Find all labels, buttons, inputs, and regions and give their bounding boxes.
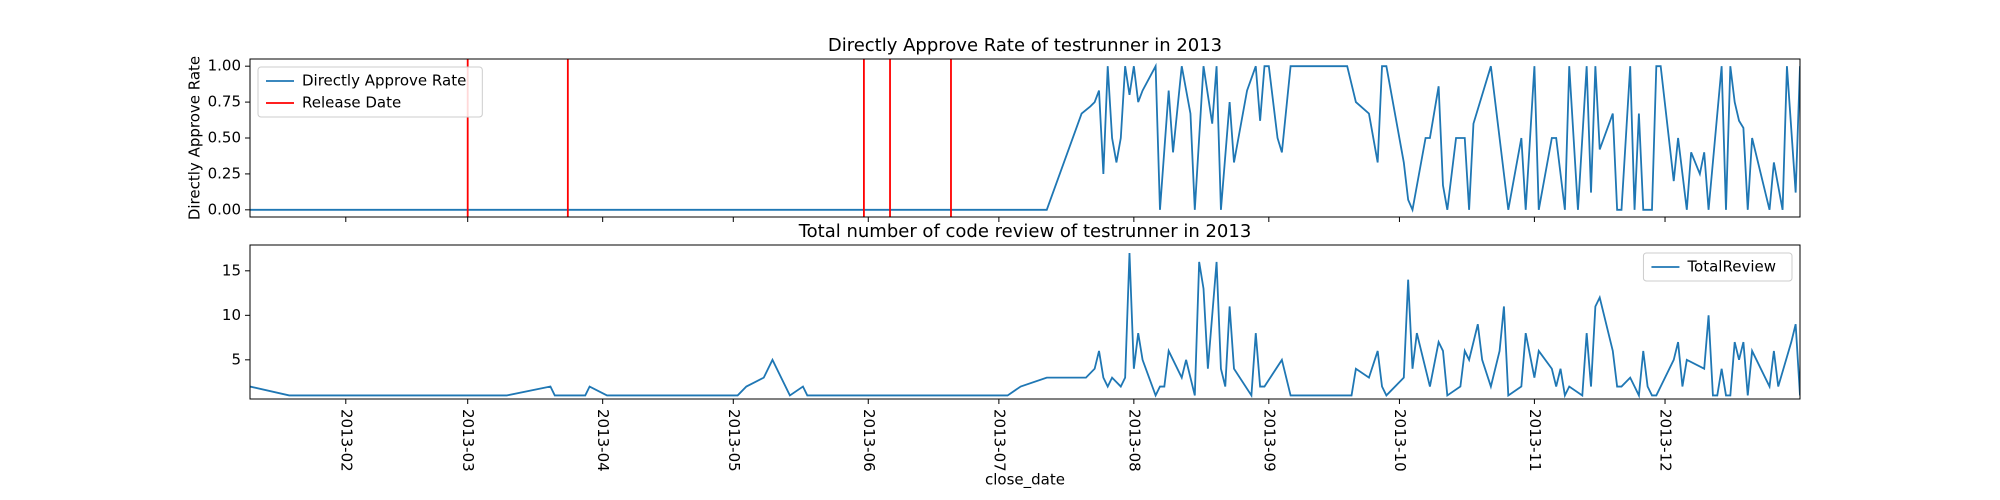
legend-label: Directly Approve Rate [302,72,466,90]
y-tick-label: 1.00 [208,57,241,75]
legend-label: Release Date [302,94,401,112]
y-axis-label: Directly Approve Rate [186,56,204,220]
data-line [250,62,1800,213]
legend-box [257,66,483,118]
legend-box [1642,252,1793,282]
legend: TotalReview [1642,252,1793,282]
x-axis-label: close_date [985,471,1065,490]
x-tick-label: 2013-12 [1657,409,1675,472]
y-tick-label: 10 [222,306,241,324]
data-line [250,252,1800,399]
plot-frame [249,244,1801,400]
y-tick-label: 0.75 [208,93,241,111]
x-tick-label: 2013-08 [1125,409,1143,472]
x-tick-label: 2013-05 [725,409,743,472]
y-tick-label: 5 [231,350,241,368]
y-tick-label: 0.50 [208,129,241,147]
x-tick-label: 2013-10 [1391,409,1409,472]
x-tick-label: 2013-09 [1260,409,1278,472]
y-tick-label: 0.00 [208,200,241,218]
plot-frame [249,58,1801,218]
x-tick-label: 2013-03 [459,409,477,472]
x-tick-label: 2013-11 [1526,409,1544,472]
x-tick-label: 2013-06 [860,409,878,472]
y-tick-label: 0.25 [208,164,241,182]
x-tick-label: 2013-02 [337,409,355,472]
x-tick-label: 2013-07 [990,409,1008,472]
legend: Directly Approve Rate Release Date [257,66,483,118]
chart-title: Directly Approve Rate of testrunner in 2… [828,35,1222,56]
y-tick-label: 15 [222,261,241,279]
chart-title: Total number of code review of testrunne… [798,221,1252,242]
x-tick-label: 2013-04 [594,409,612,472]
legend-label: TotalReview [1686,258,1776,276]
